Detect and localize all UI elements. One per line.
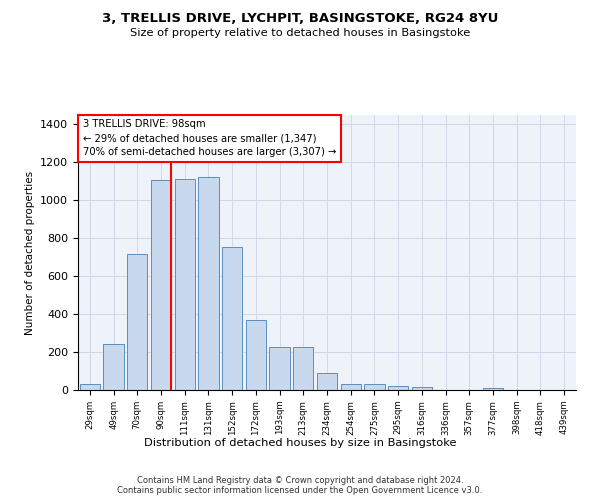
Bar (151, 180, 171, 390)
Bar (127, 254, 148, 390)
Bar (412, 386, 432, 390)
Bar (293, 348, 313, 390)
Text: Distribution of detached houses by size in Basingstoke: Distribution of detached houses by size … (144, 438, 456, 448)
Bar (222, 247, 242, 390)
Bar (269, 348, 290, 390)
Text: Size of property relative to detached houses in Basingstoke: Size of property relative to detached ho… (130, 28, 470, 38)
Bar (103, 344, 124, 390)
Bar (317, 373, 337, 390)
Bar (246, 320, 266, 390)
Bar (388, 386, 408, 390)
Bar (175, 180, 195, 390)
Text: Contains HM Land Registry data © Crown copyright and database right 2024.
Contai: Contains HM Land Registry data © Crown c… (118, 476, 482, 495)
Y-axis label: Number of detached properties: Number of detached properties (25, 170, 35, 334)
Bar (80, 384, 100, 390)
Bar (341, 384, 361, 390)
Text: 3 TRELLIS DRIVE: 98sqm
← 29% of detached houses are smaller (1,347)
70% of semi-: 3 TRELLIS DRIVE: 98sqm ← 29% of detached… (83, 119, 337, 157)
Text: 3, TRELLIS DRIVE, LYCHPIT, BASINGSTOKE, RG24 8YU: 3, TRELLIS DRIVE, LYCHPIT, BASINGSTOKE, … (102, 12, 498, 26)
Bar (199, 176, 218, 390)
Bar (364, 384, 385, 390)
Bar (483, 388, 503, 390)
